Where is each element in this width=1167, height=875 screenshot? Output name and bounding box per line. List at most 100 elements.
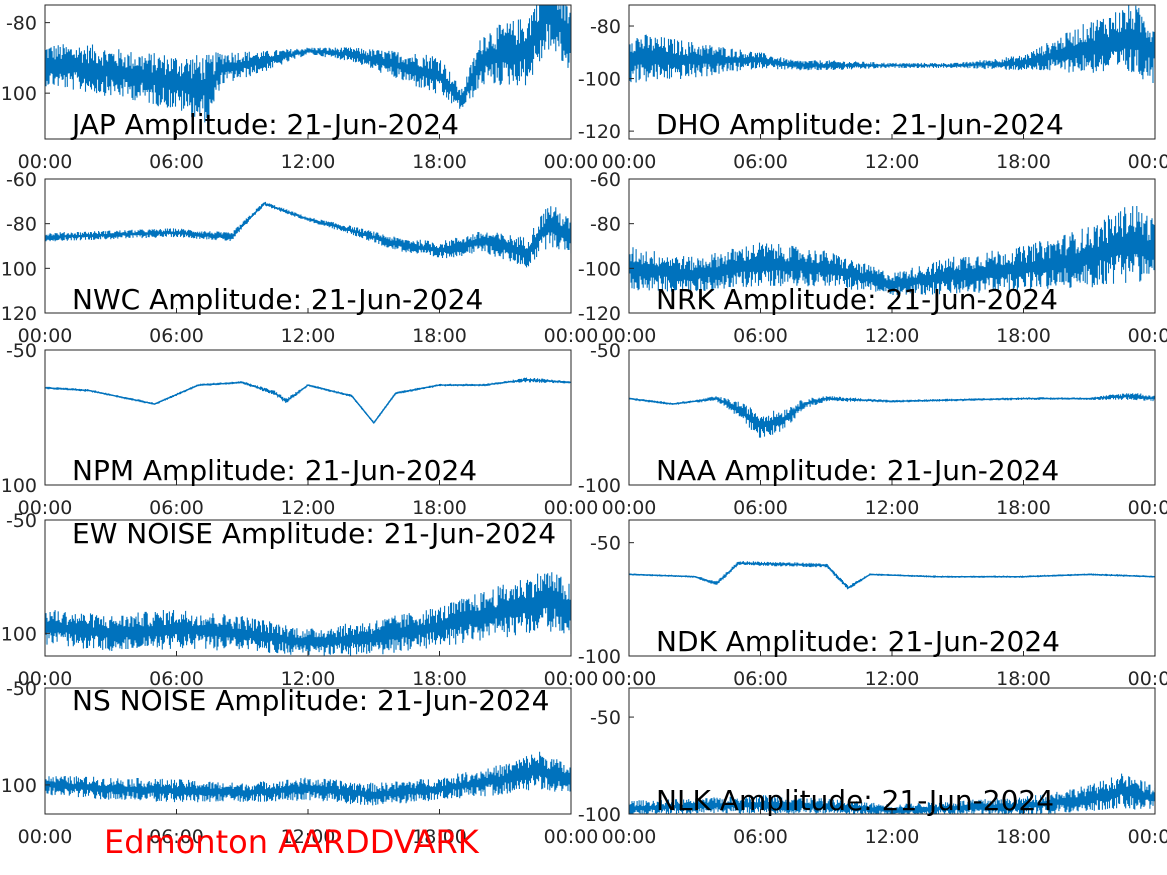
panel-7: -50 -100 00:00 06:00 12:00 18:00 00:00 EW NOISE… [0, 510, 598, 690]
x-tick-label: 12:00 [281, 826, 336, 848]
panel-title: NS NOISE Amplitude: 21-Jun-2024 [72, 684, 549, 717]
y-tick-label: -100 [0, 775, 37, 797]
x-tick-label: 18:00 [412, 826, 467, 848]
y-tick-label: -50 [590, 340, 621, 362]
series-noise-band [45, 5, 571, 123]
y-tick-label: -100 [578, 69, 621, 91]
panel-title: NDK Amplitude: 21-Jun-2024 [656, 625, 1060, 658]
x-tick-label: 06:00 [149, 151, 204, 173]
series-noise-band [45, 572, 571, 656]
x-tick-label: 06:00 [149, 668, 204, 690]
panel-4: -60-80-100-12000:0006:0012:0018:0000:00N… [578, 169, 1167, 347]
x-tick-label: 00:00 [544, 668, 599, 690]
y-tick-label: -100 [0, 258, 37, 280]
x-tick-label: 18:00 [996, 151, 1051, 173]
x-tick-label: 06:00 [733, 151, 788, 173]
panel-9: -50 -100 00:00 06:00 12:00 18:00 00:00 NS NOISE… [0, 678, 598, 848]
x-tick-label: 12:00 [865, 826, 920, 848]
x-tick-label: 00:00 [1128, 668, 1167, 690]
series-line [629, 789, 1155, 811]
x-tick-label: 00:00 [18, 497, 73, 519]
x-tick-label: 18:00 [996, 497, 1051, 519]
x-tick-label: 00:00 [544, 497, 599, 519]
x-tick-label: 00:00 [544, 325, 599, 347]
x-tick-label: 06:00 [149, 497, 204, 519]
x-tick-label: 12:00 [281, 497, 336, 519]
panel-title: EW NOISE Amplitude: 21-Jun-2024 [72, 517, 556, 550]
x-tick-label: 00:00 [544, 151, 599, 173]
x-tick-label: 12:00 [865, 151, 920, 173]
x-tick-label: 00:00 [18, 151, 73, 173]
x-tick-label: 06:00 [149, 325, 204, 347]
x-tick-label: 18:00 [412, 325, 467, 347]
y-tick-label: -100 [0, 475, 37, 497]
y-tick-label: -80 [6, 13, 37, 35]
x-tick-label: 06:00 [733, 826, 788, 848]
y-tick-label: -80 [590, 16, 621, 38]
series-noise-band [45, 751, 571, 806]
series-line [629, 395, 1155, 427]
panel-title: JAP Amplitude: 21-Jun-2024 [70, 108, 459, 141]
y-tick-label: -100 [578, 258, 621, 280]
x-tick-label: 00:00 [18, 826, 73, 848]
series-line [45, 768, 571, 796]
x-tick-label: 06:00 [733, 497, 788, 519]
y-tick-label: -100 [578, 646, 621, 668]
y-tick-label: -120 [578, 303, 621, 325]
x-tick-label: 18:00 [412, 151, 467, 173]
y-tick-label: -60 [6, 169, 37, 191]
x-tick-label: 12:00 [281, 151, 336, 173]
y-tick-label: -50 [6, 678, 37, 700]
panel-1: -80 -100 00:00 06:00 12:00 18:00 00:00 JAP Ampl… [0, 4, 599, 173]
series-line [629, 240, 1155, 285]
series-line [45, 202, 571, 254]
x-tick-label: 18:00 [996, 325, 1051, 347]
x-tick-label: 00:00 [1128, 497, 1167, 519]
series-line [629, 38, 1155, 67]
x-tick-label: 18:00 [412, 668, 467, 690]
panel-2: -80 -100 -120 00:00 06:00 12:00 18:00 00:00 DHO … [578, 4, 1167, 173]
series-line [45, 7, 571, 102]
y-tick-label: -50 [590, 707, 621, 729]
x-tick-label: 00:00 [1128, 325, 1167, 347]
x-tick-label: 00:00 [18, 668, 73, 690]
panel-title: DHO Amplitude: 21-Jun-2024 [656, 108, 1064, 141]
panel-title: NWC Amplitude: 21-Jun-2024 [72, 283, 483, 316]
x-tick-label: 18:00 [412, 497, 467, 519]
x-tick-label: 12:00 [281, 325, 336, 347]
x-tick-label: 00:00 [602, 826, 657, 848]
series-noise-band [629, 5, 1155, 83]
panel-title: NRK Amplitude: 21-Jun-2024 [656, 283, 1058, 316]
panel-title: NLK Amplitude: 21-Jun-2024 [656, 784, 1054, 817]
station-label: Edmonton AARDDVARK [104, 823, 480, 861]
x-tick-label: 00:00 [602, 151, 657, 173]
x-tick-label: 12:00 [281, 668, 336, 690]
y-tick-label: -80 [590, 214, 621, 236]
y-tick-label: -50 [6, 510, 37, 532]
series-noise-band [629, 206, 1155, 295]
x-tick-label: 00:00 [1128, 826, 1167, 848]
x-tick-label: 06:00 [733, 668, 788, 690]
y-tick-label: -50 [6, 340, 37, 362]
x-tick-label: 12:00 [865, 668, 920, 690]
x-tick-label: 06:00 [149, 826, 204, 848]
y-tick-label: -120 [0, 303, 37, 325]
panel-title: NAA Amplitude: 21-Jun-2024 [656, 454, 1059, 487]
x-tick-label: 00:00 [1128, 151, 1167, 173]
y-tick-label: -100 [0, 83, 37, 105]
x-tick-label: 18:00 [996, 668, 1051, 690]
x-tick-label: 00:00 [602, 497, 657, 519]
y-tick-label: -100 [0, 623, 37, 645]
y-tick-label: -50 [590, 533, 621, 555]
x-tick-label: 00:00 [602, 668, 657, 690]
series-line [629, 562, 1155, 589]
x-tick-label: 00:00 [18, 325, 73, 347]
panel-3: -60-80-100-12000:0006:0012:0018:0000:00N… [0, 169, 598, 347]
y-tick-label: -100 [578, 475, 621, 497]
y-tick-label: -60 [590, 169, 621, 191]
